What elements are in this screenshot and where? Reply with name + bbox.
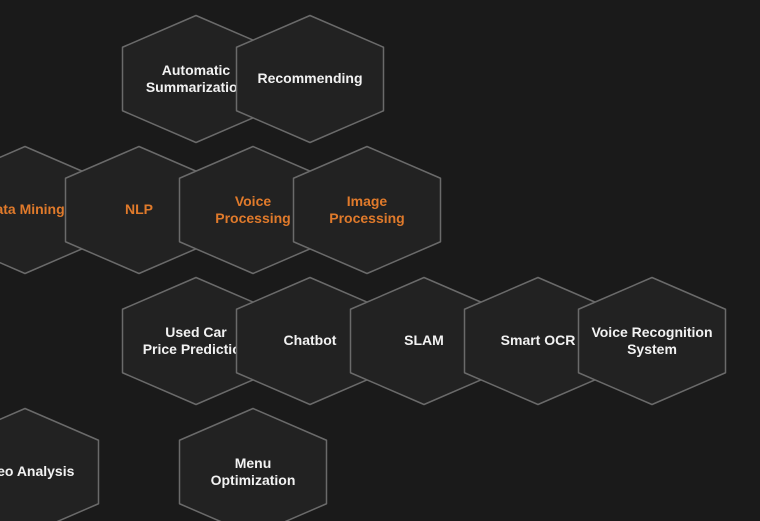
hex-data-mining: Data Mining [0, 145, 100, 275]
hex-chatbot: Chatbot [235, 276, 385, 406]
hex-nlp: NLP [64, 145, 214, 275]
hex-slam: SLAM [349, 276, 499, 406]
hex-voice-recognition: Voice Recognition System [577, 276, 727, 406]
hex-label-slam: SLAM [349, 276, 499, 406]
hex-menu-optimization: Menu Optimization [178, 407, 328, 521]
hex-label-smart-ocr: Smart OCR [463, 276, 613, 406]
hex-recommending: Recommending [235, 14, 385, 144]
hex-image-processing: Image Processing [292, 145, 442, 275]
hex-label-chatbot: Chatbot [235, 276, 385, 406]
hex-smart-ocr: Smart OCR [463, 276, 613, 406]
hex-video-analysis: Video Analysis [0, 407, 100, 521]
hex-diagram: Automatic SummarizationRecommending Data … [0, 0, 760, 521]
hex-label-recommending: Recommending [235, 14, 385, 144]
hex-automatic-summarization: Automatic Summarization [121, 14, 271, 144]
hex-label-used-car-price: Used Car Price Prediction [121, 276, 271, 406]
hex-label-voice-processing: Voice Processing [178, 145, 328, 275]
hex-label-nlp: NLP [64, 145, 214, 275]
hex-label-voice-recognition: Voice Recognition System [577, 276, 727, 406]
hex-voice-processing: Voice Processing [178, 145, 328, 275]
hex-label-data-mining: Data Mining [0, 145, 100, 275]
hex-label-video-analysis: Video Analysis [0, 407, 100, 521]
hex-label-menu-optimization: Menu Optimization [178, 407, 328, 521]
hex-label-image-processing: Image Processing [292, 145, 442, 275]
hex-label-automatic-summarization: Automatic Summarization [121, 14, 271, 144]
hex-used-car-price: Used Car Price Prediction [121, 276, 271, 406]
